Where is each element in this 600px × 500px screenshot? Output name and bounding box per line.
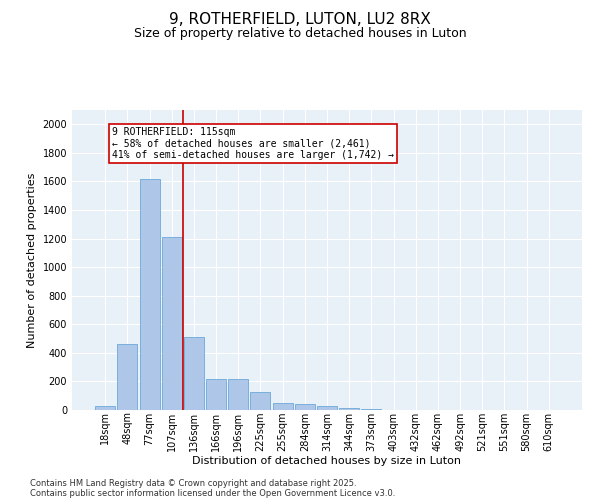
Bar xyxy=(317,406,337,410)
Bar xyxy=(162,237,182,410)
Y-axis label: Number of detached properties: Number of detached properties xyxy=(27,172,37,348)
Text: Contains public sector information licensed under the Open Government Licence v3: Contains public sector information licen… xyxy=(30,488,395,498)
Bar xyxy=(250,392,271,410)
Bar xyxy=(206,380,226,410)
Bar xyxy=(339,408,359,410)
Text: 9 ROTHERFIELD: 115sqm
← 58% of detached houses are smaller (2,461)
41% of semi-d: 9 ROTHERFIELD: 115sqm ← 58% of detached … xyxy=(112,127,394,160)
X-axis label: Distribution of detached houses by size in Luton: Distribution of detached houses by size … xyxy=(193,456,461,466)
Text: Contains HM Land Registry data © Crown copyright and database right 2025.: Contains HM Land Registry data © Crown c… xyxy=(30,478,356,488)
Bar xyxy=(140,178,160,410)
Bar xyxy=(272,403,293,410)
Bar xyxy=(184,337,204,410)
Text: Size of property relative to detached houses in Luton: Size of property relative to detached ho… xyxy=(134,28,466,40)
Bar xyxy=(118,344,137,410)
Text: 9, ROTHERFIELD, LUTON, LU2 8RX: 9, ROTHERFIELD, LUTON, LU2 8RX xyxy=(169,12,431,28)
Bar xyxy=(95,406,115,410)
Bar xyxy=(228,380,248,410)
Bar xyxy=(295,404,315,410)
